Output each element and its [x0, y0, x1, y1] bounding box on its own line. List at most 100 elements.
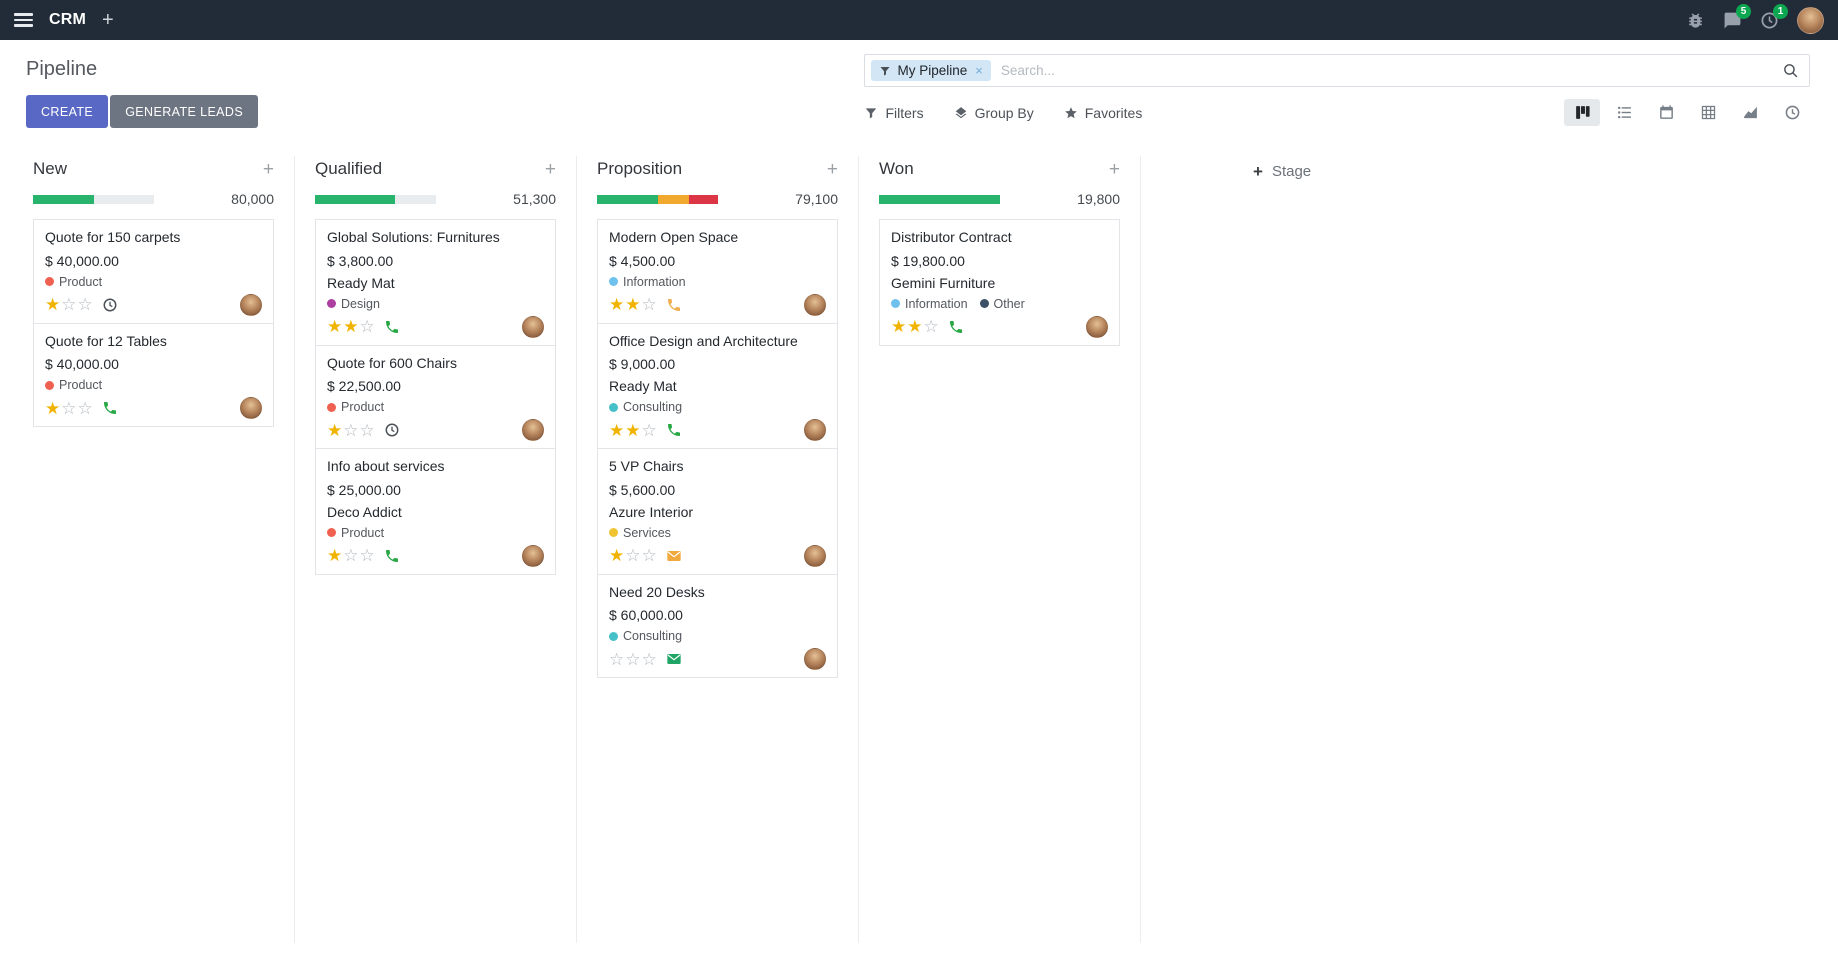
column-title[interactable]: Qualified — [315, 159, 383, 178]
priority-star[interactable]: ☆ — [343, 546, 359, 565]
progress-segment[interactable] — [688, 194, 718, 204]
column-progressbar[interactable] — [315, 194, 436, 204]
priority-star[interactable]: ☆ — [641, 649, 657, 669]
kanban-card[interactable]: Distributor Contract $ 19,800.00 Gemini … — [879, 219, 1120, 346]
column-progressbar[interactable] — [597, 194, 718, 204]
progress-segment[interactable] — [33, 194, 94, 204]
avatar[interactable] — [522, 419, 544, 441]
envelope-activity-icon[interactable] — [666, 651, 682, 667]
user-avatar[interactable] — [1797, 6, 1824, 34]
view-activity-icon[interactable] — [1774, 99, 1810, 126]
column-add-button[interactable]: + — [262, 158, 274, 180]
messages-icon[interactable]: 5 — [1723, 3, 1751, 30]
progress-segment[interactable] — [657, 194, 689, 204]
kanban-card[interactable]: Need 20 Desks $ 60,000.00 Consulting ☆ ☆ ☆ — [597, 573, 838, 678]
column-progressbar[interactable] — [879, 194, 1000, 204]
progress-segment[interactable] — [597, 194, 658, 204]
phone-activity-icon[interactable] — [384, 548, 400, 564]
kanban-card[interactable]: 5 VP Chairs $ 5,600.00 Azure Interior Se… — [597, 448, 838, 575]
priority-star[interactable]: ★ — [609, 546, 625, 565]
priority-star[interactable]: ★ — [609, 420, 625, 440]
priority-star[interactable]: ★ — [907, 317, 923, 336]
view-pivot-icon[interactable] — [1690, 99, 1726, 126]
clock-activity-icon[interactable] — [102, 297, 118, 313]
view-calendar-icon[interactable] — [1648, 99, 1684, 126]
kanban-card[interactable]: Global Solutions: Furnitures $ 3,800.00 … — [315, 219, 556, 346]
column-progressbar[interactable] — [33, 194, 154, 204]
priority-star[interactable]: ☆ — [625, 649, 641, 669]
plus-icon[interactable]: + — [102, 9, 114, 31]
avatar[interactable] — [804, 293, 826, 316]
view-list-icon[interactable] — [1606, 99, 1642, 126]
search-input[interactable] — [990, 63, 1782, 78]
create-button[interactable]: CREATE — [26, 95, 109, 128]
priority-star[interactable]: ★ — [327, 546, 343, 565]
app-name[interactable]: CRM — [49, 11, 87, 28]
add-stage-button[interactable]: + Stage — [1253, 158, 1311, 184]
filters-menu[interactable]: Filters — [864, 105, 924, 121]
progress-segment[interactable] — [315, 194, 395, 204]
priority-star[interactable]: ☆ — [923, 317, 939, 336]
activities-icon[interactable]: 1 — [1760, 3, 1788, 30]
favorites-menu[interactable]: Favorites — [1064, 105, 1142, 121]
avatar[interactable] — [1086, 315, 1108, 338]
column-title[interactable]: Won — [879, 159, 914, 178]
priority-star[interactable]: ★ — [327, 420, 343, 440]
kanban-card[interactable]: Quote for 150 carpets $ 40,000.00 Produc… — [33, 219, 274, 324]
priority-star[interactable]: ☆ — [641, 546, 657, 565]
priority-star[interactable]: ☆ — [625, 546, 641, 565]
priority-star[interactable]: ★ — [891, 317, 907, 336]
avatar[interactable] — [240, 293, 262, 316]
search-icon[interactable] — [1782, 62, 1799, 79]
priority-star[interactable]: ☆ — [359, 420, 375, 440]
phone-activity-icon[interactable] — [384, 319, 400, 335]
column-add-button[interactable]: + — [826, 158, 838, 180]
column-add-button[interactable]: + — [544, 158, 556, 180]
priority-star[interactable]: ★ — [625, 420, 641, 440]
phone-activity-icon[interactable] — [948, 319, 964, 335]
generate-leads-button[interactable]: GENERATE LEADS — [110, 95, 259, 128]
priority-star[interactable]: ☆ — [343, 420, 359, 440]
priority-star[interactable]: ☆ — [359, 546, 375, 565]
view-graph-icon[interactable] — [1732, 99, 1768, 126]
priority-star[interactable]: ☆ — [641, 295, 657, 314]
debug-icon[interactable] — [1686, 11, 1705, 30]
group-by-menu[interactable]: Group By — [954, 105, 1034, 121]
avatar[interactable] — [240, 397, 262, 419]
avatar[interactable] — [522, 544, 544, 567]
priority-star[interactable]: ★ — [343, 317, 359, 336]
column-add-button[interactable]: + — [1108, 158, 1120, 180]
column-title[interactable]: Proposition — [597, 159, 683, 178]
priority-star[interactable]: ☆ — [359, 317, 375, 336]
facet-remove-icon[interactable]: × — [975, 63, 983, 78]
kanban-card[interactable]: Quote for 600 Chairs $ 22,500.00 Product… — [315, 344, 556, 449]
kanban-card[interactable]: Info about services $ 25,000.00 Deco Add… — [315, 448, 556, 575]
phone-activity-icon[interactable] — [102, 400, 118, 416]
priority-star[interactable]: ★ — [609, 295, 625, 314]
priority-star[interactable]: ☆ — [77, 398, 93, 418]
clock-activity-icon[interactable] — [384, 422, 400, 438]
apps-menu-icon[interactable] — [14, 13, 33, 27]
priority-star[interactable]: ★ — [327, 317, 343, 336]
priority-star[interactable]: ☆ — [61, 398, 77, 418]
envelope-activity-icon[interactable] — [666, 548, 682, 564]
progress-segment[interactable] — [879, 194, 1000, 204]
priority-star[interactable]: ☆ — [609, 649, 625, 669]
search-facet[interactable]: My Pipeline × — [871, 60, 991, 81]
view-kanban-icon[interactable] — [1564, 99, 1600, 126]
priority-star[interactable]: ★ — [45, 295, 61, 314]
column-title[interactable]: New — [33, 159, 68, 178]
phone-activity-icon[interactable] — [666, 422, 682, 438]
priority-star[interactable]: ★ — [625, 295, 641, 314]
priority-star[interactable]: ☆ — [77, 295, 93, 314]
avatar[interactable] — [522, 315, 544, 338]
kanban-card[interactable]: Office Design and Architecture $ 9,000.0… — [597, 322, 838, 449]
priority-star[interactable]: ☆ — [641, 420, 657, 440]
avatar[interactable] — [804, 648, 826, 670]
priority-star[interactable]: ☆ — [61, 295, 77, 314]
priority-star[interactable]: ★ — [45, 398, 61, 418]
kanban-card[interactable]: Quote for 12 Tables $ 40,000.00 Product … — [33, 322, 274, 427]
kanban-card[interactable]: Modern Open Space $ 4,500.00 Information… — [597, 219, 838, 324]
avatar[interactable] — [804, 544, 826, 567]
phone-activity-icon[interactable] — [666, 297, 682, 313]
